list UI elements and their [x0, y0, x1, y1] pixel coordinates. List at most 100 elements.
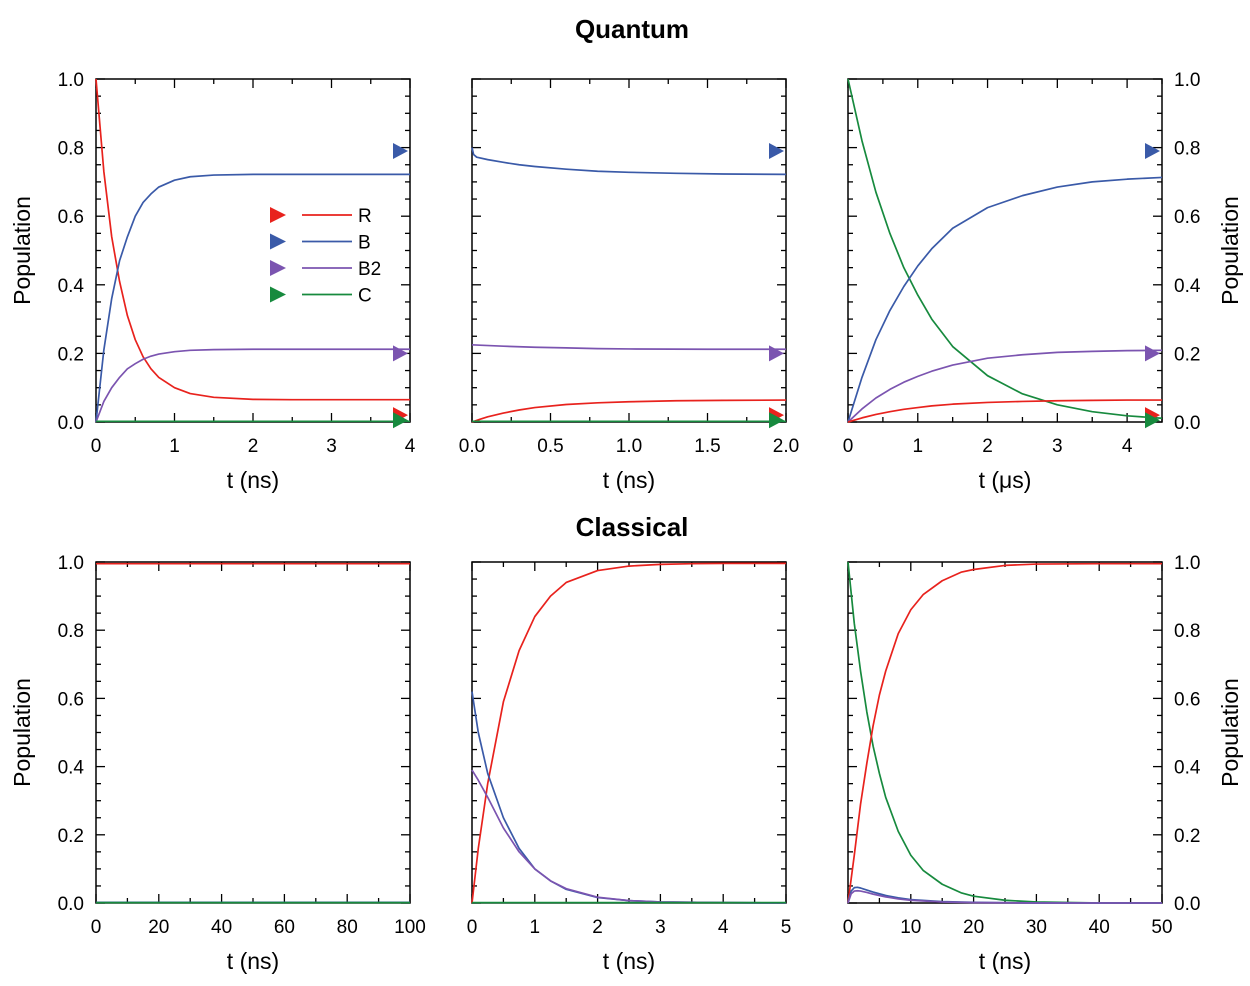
y-tick-label: 0.0 [58, 413, 84, 434]
x-tick-label: 40 [211, 917, 232, 938]
y-tick-label: 0.2 [58, 826, 84, 847]
x-tick-label: 0 [843, 436, 854, 457]
legend-marker-c [270, 286, 286, 303]
x-tick-label: 1 [530, 917, 541, 938]
y-tick-label: 0.2 [58, 344, 84, 365]
x-tick-label: 40 [1089, 917, 1110, 938]
x-axis-label: t (ns) [979, 948, 1031, 974]
x-tick-label: 0 [91, 436, 102, 457]
y-tick-label: 0.4 [58, 276, 85, 297]
y-tick-label: 0.0 [1174, 413, 1200, 434]
x-tick-label: 60 [274, 917, 295, 938]
x-tick-label: 0 [91, 917, 102, 938]
series-line-c [847, 78, 1163, 420]
x-tick-label: 3 [655, 917, 666, 938]
x-tick-label: 0.5 [537, 436, 563, 457]
x-tick-label: 20 [148, 917, 169, 938]
x-tick-label: 2 [248, 436, 259, 457]
legend-label: C [358, 286, 372, 307]
panel-c2: 0 1 2 3 4 5 t (ns) [467, 561, 791, 974]
y-tick-label: 0.2 [1174, 344, 1200, 365]
x-tick-label: 0 [843, 917, 854, 938]
marker-triangle-b2 [393, 345, 408, 362]
x-tick-label: 2 [592, 917, 603, 938]
x-tick-label: 20 [963, 917, 984, 938]
x-tick-label: 1.5 [694, 436, 720, 457]
x-tick-label: 4 [718, 917, 729, 938]
series-line-r [847, 399, 1162, 423]
y-tick-label: 1.0 [1174, 70, 1200, 91]
series-line-r [847, 562, 1162, 904]
x-tick-label: 50 [1151, 917, 1172, 938]
x-tick-label: 1.0 [616, 436, 642, 457]
x-tick-label: 3 [1052, 436, 1063, 457]
x-axis-label: t (ns) [603, 467, 655, 493]
x-axis-label: t (ns) [227, 467, 279, 493]
series-line-b2 [471, 343, 786, 351]
y-tick-label: 0.8 [1174, 621, 1200, 642]
x-tick-label: 80 [337, 917, 358, 938]
legend-label: B2 [358, 259, 381, 280]
panel-c3: 0 10 20 30 40 500.0 0.2 0.4 0.6 0.8 1.0 t (ns) Popul… [843, 553, 1243, 974]
series-line-r [95, 78, 410, 401]
marker-triangle-b [393, 143, 408, 160]
panel-q1: 0 1 2 3 4 0.0 0.2 0.4 0.6 0.8 1.0 t (ns) Population [9, 70, 416, 493]
series-line-b [471, 691, 787, 904]
x-tick-label: 0 [467, 917, 478, 938]
y-axis-label: Population [9, 678, 35, 787]
y-axis-label: Population [1217, 196, 1243, 305]
legend-marker-r [270, 207, 286, 223]
y-axis-label: Population [9, 196, 35, 305]
marker-triangle-b2 [769, 345, 784, 362]
x-axis-label: t (μs) [979, 467, 1032, 493]
marker-triangle-b [769, 143, 784, 160]
series-line-b2 [471, 769, 787, 904]
series-line-b [95, 173, 410, 423]
marker-triangle-c [393, 412, 408, 429]
classical-title: Classical [576, 512, 689, 542]
x-tick-label: 1 [912, 436, 923, 457]
x-tick-label: 10 [900, 917, 921, 938]
y-tick-label: 0.8 [58, 139, 84, 160]
y-axis-label: Population [1217, 678, 1243, 787]
y-tick-label: 0.2 [1174, 826, 1200, 847]
x-axis-label: t (ns) [603, 948, 655, 974]
x-tick-label: 30 [1026, 917, 1047, 938]
x-tick-label: 1 [169, 436, 180, 457]
x-tick-label: 100 [394, 917, 426, 938]
y-tick-label: 0.6 [1174, 689, 1200, 710]
legend-marker-b [270, 233, 286, 250]
y-tick-label: 0.8 [1174, 139, 1200, 160]
y-tick-label: 0.4 [1174, 276, 1201, 297]
y-tick-label: 0.0 [58, 894, 84, 915]
x-tick-label: 2.0 [773, 436, 799, 457]
y-tick-label: 1.0 [1174, 553, 1200, 574]
panel-c1: 0 20 40 60 80 100 0.0 0.2 0.4 0.6 0.8 1.0 t (ns) Popu… [9, 553, 426, 974]
marker-triangle-c [1145, 412, 1160, 429]
y-tick-label: 0.4 [58, 758, 85, 779]
marker-triangle-b [1145, 143, 1160, 160]
panel-q2: 0.0 0.5 1.0 1.5 2.0 t (ns) [459, 78, 799, 493]
y-tick-label: 1.0 [58, 553, 84, 574]
x-tick-label: 4 [405, 436, 416, 457]
y-tick-label: 0.6 [58, 207, 84, 228]
y-tick-label: 0.4 [1174, 758, 1201, 779]
panel-q3: 0 1 2 3 4 0.0 0.2 0.4 0.6 0.8 1.0 t (μs) Population [843, 70, 1243, 493]
y-tick-label: 1.0 [58, 70, 84, 91]
series-line-b2 [847, 889, 1162, 904]
plot-frame [95, 561, 411, 904]
series-line-r [471, 399, 787, 423]
x-tick-label: 0.0 [459, 436, 485, 457]
x-tick-label: 4 [1122, 436, 1133, 457]
plot-frame [847, 78, 1163, 423]
y-tick-label: 0.6 [1174, 207, 1200, 228]
x-tick-label: 2 [982, 436, 993, 457]
marker-triangle-c [769, 412, 784, 429]
legend: RB B2 C [270, 206, 381, 307]
series-line-r [471, 562, 786, 904]
quantum-title: Quantum [575, 14, 689, 44]
panels: 0 1 2 3 40.00.20.40.60.81.0t (ns)Population0… [9, 70, 1243, 974]
y-tick-label: 0.8 [58, 621, 84, 642]
legend-label: B [358, 233, 371, 254]
